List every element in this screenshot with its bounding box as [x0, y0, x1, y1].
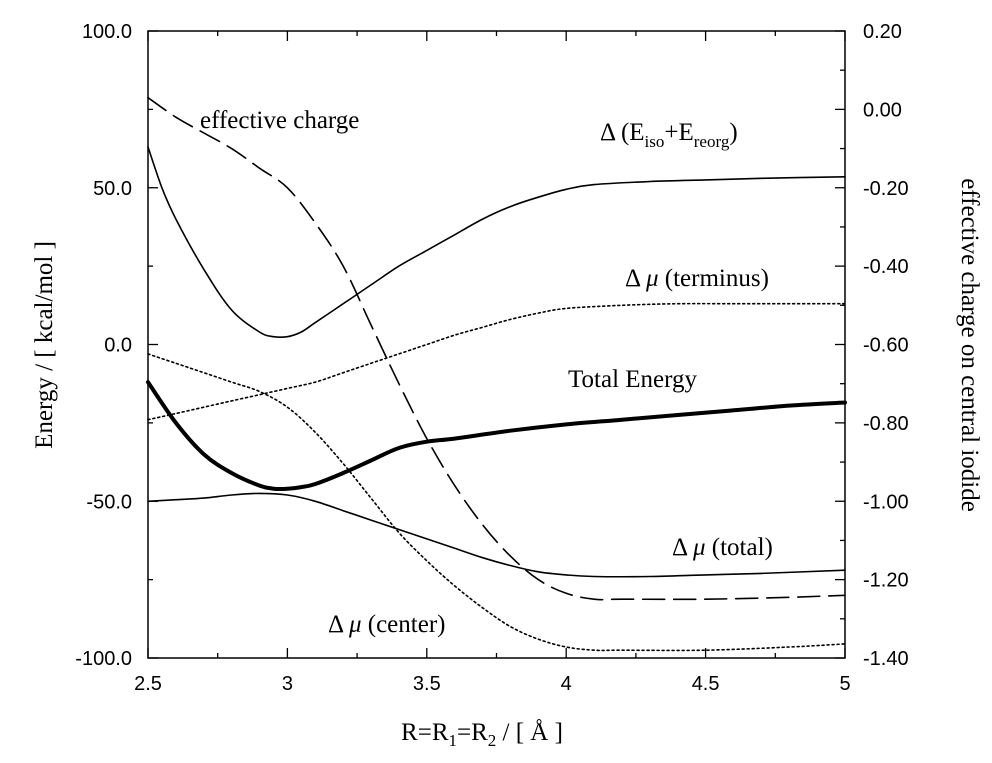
y2-axis-title: effective charge on central iodide: [956, 178, 983, 512]
label-mu-terminus-p0: Δ: [625, 265, 646, 292]
label-delta-e-p2: +E: [664, 119, 693, 146]
x-axis-title-sub1: 1: [449, 731, 458, 750]
x-axis-title-main: R=R: [401, 719, 449, 746]
label-mu-terminus: Δ μ (terminus): [625, 265, 769, 292]
y-tick-label: 100.0: [82, 21, 132, 43]
tick-labels: 2.5 3 3.5 4 4.5 5 100.0 50.0 0.0 -50.0 -100.0 0.20 0…: [75, 21, 908, 695]
y2-tick-label: -1.20: [863, 570, 909, 592]
label-delta-e-p1: iso: [645, 132, 665, 151]
y2-tick-label: 0.20: [863, 21, 902, 43]
label-delta-e-p3: reorg: [694, 132, 730, 151]
x-axis-title: R=R1=R2 / [ Å ]: [401, 719, 563, 750]
y2-tick-label: -1.40: [863, 648, 909, 670]
label-mu-center-p2: (center): [362, 611, 446, 638]
y2-tick-label: -0.80: [863, 413, 909, 435]
label-mu-center-p0: Δ: [328, 611, 349, 638]
label-mu-total-p2: (total): [706, 534, 773, 561]
label-mu-terminus-p1: μ: [645, 265, 659, 292]
label-mu-total-p1: μ: [692, 534, 706, 561]
x-tick-label: 4.5: [692, 673, 720, 695]
y-tick-label: 50.0: [93, 178, 132, 200]
label-mu-total-p0: Δ: [672, 534, 693, 561]
series-line-0: [147, 96, 846, 601]
label-mu-total: Δ μ (total): [672, 534, 773, 561]
series-line-1: [147, 146, 846, 339]
label-delta-e-p4: ): [729, 119, 737, 146]
y-axis-title: Energy / [ kcal/mol ]: [31, 241, 58, 449]
y-tick-label: -50.0: [86, 491, 132, 513]
y2-tick-label: -1.00: [863, 491, 909, 513]
label-total-energy: Total Energy: [568, 366, 698, 393]
y2-tick-label: -0.40: [863, 256, 909, 278]
y-tick-label: 0.0: [104, 335, 132, 357]
x-tick-label: 2.5: [134, 673, 162, 695]
x-tick-label: 4: [561, 673, 572, 695]
label-delta-e: Δ (Eiso+Ereorg): [600, 119, 738, 151]
x-axis-title-mid: =R: [457, 719, 488, 746]
x-tick-label: 5: [839, 673, 850, 695]
x-axis-title-sub2: 2: [488, 731, 497, 750]
series-line-3: [146, 380, 847, 491]
x-tick-label: 3.5: [413, 673, 441, 695]
series-line-4: [147, 492, 846, 578]
label-delta-e-p0: Δ (E: [600, 119, 645, 146]
label-mu-center-p1: μ: [348, 611, 362, 638]
plot-frame: [147, 30, 846, 659]
data-curves: [146, 96, 847, 652]
y2-tick-label: 0.00: [863, 99, 902, 121]
label-mu-terminus-p2: (terminus): [659, 265, 769, 292]
label-effective-charge: effective charge: [200, 107, 359, 134]
x-tick-label: 3: [282, 673, 293, 695]
series-line-5: [147, 353, 846, 652]
x-axis-title-unit: / [ Å ]: [496, 719, 563, 746]
y2-tick-label: -0.20: [863, 178, 909, 200]
y2-tick-label: -0.60: [863, 335, 909, 357]
y-tick-label: -100.0: [75, 648, 132, 670]
label-mu-center: Δ μ (center): [328, 611, 445, 638]
